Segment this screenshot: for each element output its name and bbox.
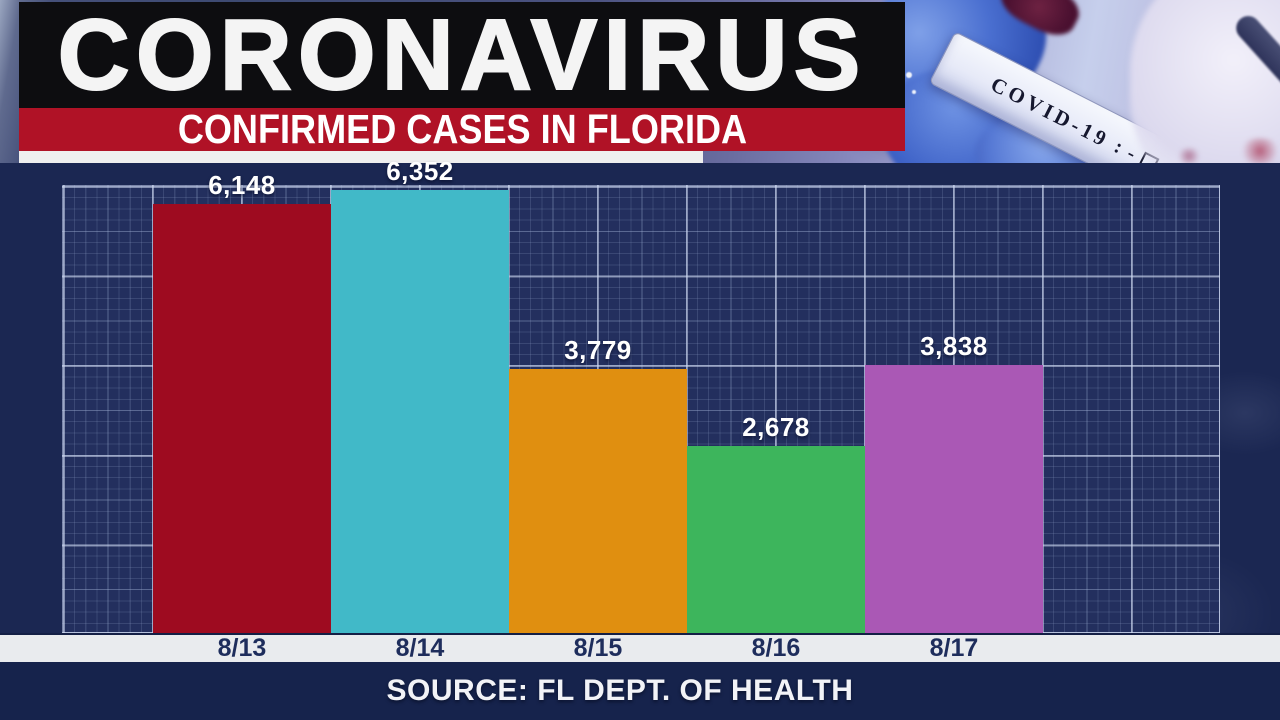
x-tick-8/16: 8/16 xyxy=(751,634,801,662)
bar-value-label: 6,352 xyxy=(386,156,454,186)
x-tick-8/13: 8/13 xyxy=(217,634,267,662)
bar-value-label: 3,838 xyxy=(920,331,988,361)
x-tick-8/15: 8/15 xyxy=(573,634,623,662)
bar-8/16: 2,678 xyxy=(687,412,865,633)
bars-row: 6,148 6,352 3,779 2,678 3,838 xyxy=(153,156,1043,633)
tube-colon: : xyxy=(1110,135,1127,158)
bar-8/14: 6,352 xyxy=(331,156,509,633)
x-tick-8/17: 8/17 xyxy=(929,634,979,662)
bar-8/17: 3,838 xyxy=(865,331,1043,633)
banner-underline xyxy=(19,151,703,163)
source-text: SOURCE: FL DEPT. OF HEALTH xyxy=(386,674,854,707)
title-banner: CORONAVIRUS xyxy=(19,2,905,108)
source-band: SOURCE: FL DEPT. OF HEALTH xyxy=(0,662,1280,720)
x-axis: 8/13 8/14 8/15 8/16 8/17 xyxy=(0,633,1280,662)
bar-value-label: 6,148 xyxy=(208,170,276,200)
tube-minus: - xyxy=(1123,141,1140,163)
sparkle-icon xyxy=(906,72,912,78)
page-title: CORONAVIRUS xyxy=(57,0,867,111)
background-blur xyxy=(1238,138,1280,163)
page-subtitle: CONFIRMED CASES IN FLORIDA xyxy=(177,108,747,151)
x-tick-8/14: 8/14 xyxy=(395,634,445,662)
bar-8/13: 6,148 xyxy=(153,170,331,633)
bar-8/15: 3,779 xyxy=(509,335,687,633)
background-blur xyxy=(1176,148,1202,163)
x-axis-labels: 8/13 8/14 8/15 8/16 8/17 xyxy=(153,635,1043,664)
bar-value-label: 3,779 xyxy=(564,335,632,365)
bar-value-label: 2,678 xyxy=(742,412,810,442)
sparkle-icon xyxy=(912,90,916,94)
subtitle-banner: CONFIRMED CASES IN FLORIDA xyxy=(19,108,905,151)
